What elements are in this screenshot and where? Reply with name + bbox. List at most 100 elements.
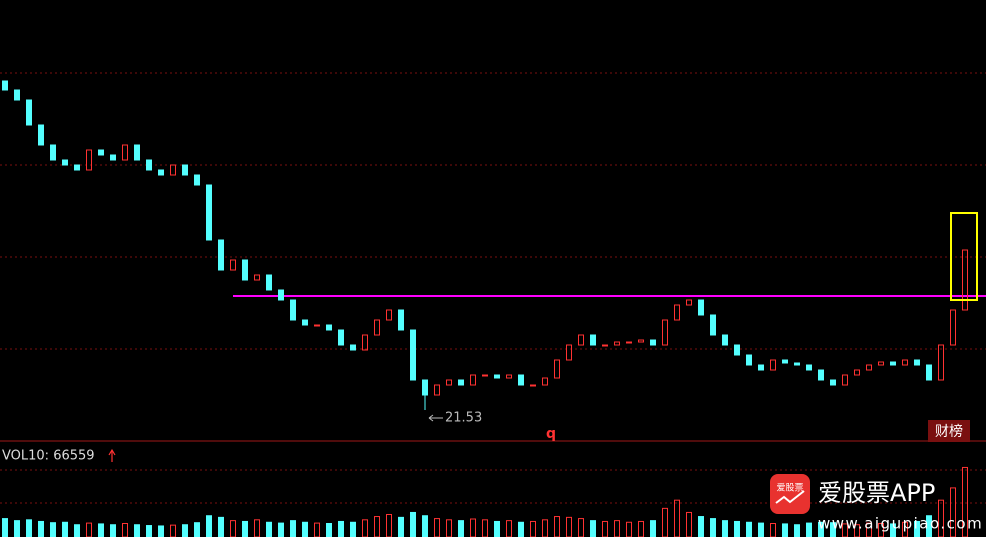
candle-body	[854, 369, 860, 376]
candle-body	[782, 359, 788, 364]
candle-body	[26, 99, 32, 126]
candle-body	[218, 239, 224, 271]
volume-bar	[578, 518, 584, 537]
candle-body	[62, 159, 68, 166]
volume-bar	[830, 522, 836, 537]
candle-body	[950, 309, 956, 346]
candle-body	[146, 159, 152, 171]
volume-bar	[458, 520, 464, 537]
candle-body	[698, 299, 704, 316]
volume-bar	[86, 522, 92, 537]
volume-bar	[470, 518, 476, 537]
candle-body	[446, 379, 452, 386]
candle-body	[86, 149, 92, 171]
candle-body	[962, 249, 968, 311]
candle-body	[110, 154, 116, 161]
candle-body	[722, 334, 728, 346]
candle-body	[170, 164, 176, 176]
candle-body	[458, 379, 464, 386]
volume-bar	[878, 523, 884, 537]
candle-body	[506, 374, 512, 379]
up-arrow	[108, 448, 116, 462]
volume-bar	[710, 518, 716, 537]
volume-bar	[62, 521, 68, 537]
candle-body	[410, 329, 416, 381]
volume-bar	[350, 521, 356, 537]
candle-body	[74, 164, 80, 171]
candle-body	[422, 379, 428, 396]
candle-body	[278, 289, 284, 301]
candle-body	[830, 379, 836, 386]
volume-bar	[602, 520, 608, 537]
candle-body	[818, 369, 824, 381]
highlight-box	[950, 212, 978, 301]
volume-bar	[962, 466, 968, 537]
candle-body	[578, 334, 584, 346]
candle-body	[290, 299, 296, 321]
volume-bar	[74, 524, 80, 537]
candle-body	[122, 144, 128, 161]
candle-body	[434, 384, 440, 396]
candle-body	[266, 274, 272, 291]
candle-body	[494, 374, 500, 379]
volume-bar	[314, 522, 320, 537]
candle-body	[842, 374, 848, 386]
volume-bar	[254, 519, 260, 537]
candle-body	[518, 374, 524, 386]
candle-body	[770, 359, 776, 371]
volume-bar	[842, 523, 848, 537]
volume-bar	[422, 515, 428, 537]
volume-bar	[566, 516, 572, 537]
candle-body	[230, 259, 236, 271]
candle-body	[38, 124, 44, 146]
candle-body	[470, 374, 476, 386]
volume-bar	[794, 524, 800, 537]
candle-body	[890, 361, 896, 366]
volume-bar	[182, 524, 188, 537]
volume-bar	[386, 514, 392, 537]
volume-bar	[518, 521, 524, 537]
candle-body	[866, 364, 872, 371]
volume-bar	[110, 524, 116, 537]
candle-body	[602, 344, 608, 347]
candle-body	[242, 259, 248, 281]
volume-bar	[338, 520, 344, 537]
volume-bar	[614, 520, 620, 537]
candle-body	[902, 359, 908, 366]
candle-body	[710, 314, 716, 336]
volume-bar	[362, 519, 368, 537]
candle-body	[338, 329, 344, 346]
volume-bar	[134, 524, 140, 537]
candle-body	[674, 304, 680, 321]
volume-bar	[266, 521, 272, 537]
volume-bar	[242, 520, 248, 537]
candle-body	[626, 341, 632, 344]
candle-body	[374, 319, 380, 336]
low-label: 21.53	[445, 411, 482, 426]
app-name: 爱股票APP	[818, 479, 935, 507]
candle-body	[734, 344, 740, 356]
grid	[0, 72, 986, 504]
volume-bar	[770, 523, 776, 537]
volume-bar	[926, 515, 932, 537]
volume-bar	[194, 522, 200, 537]
volume-bar	[14, 520, 20, 537]
candle-body	[566, 344, 572, 361]
volume-bar	[50, 522, 56, 537]
volume-bar	[674, 499, 680, 537]
candle-body	[758, 364, 764, 371]
app-url: www.aigupiao.com	[818, 515, 983, 533]
volume-bar	[26, 519, 32, 537]
candle-body	[206, 184, 212, 241]
volume-bar	[446, 519, 452, 537]
candle-body	[542, 377, 548, 386]
candle-body	[350, 344, 356, 351]
candle-body	[686, 299, 692, 306]
candle-body	[386, 309, 392, 321]
volume-bar	[170, 524, 176, 537]
candle-body	[98, 149, 104, 156]
candle-body	[914, 359, 920, 366]
candle-body	[182, 164, 188, 176]
candle-body	[194, 174, 200, 186]
